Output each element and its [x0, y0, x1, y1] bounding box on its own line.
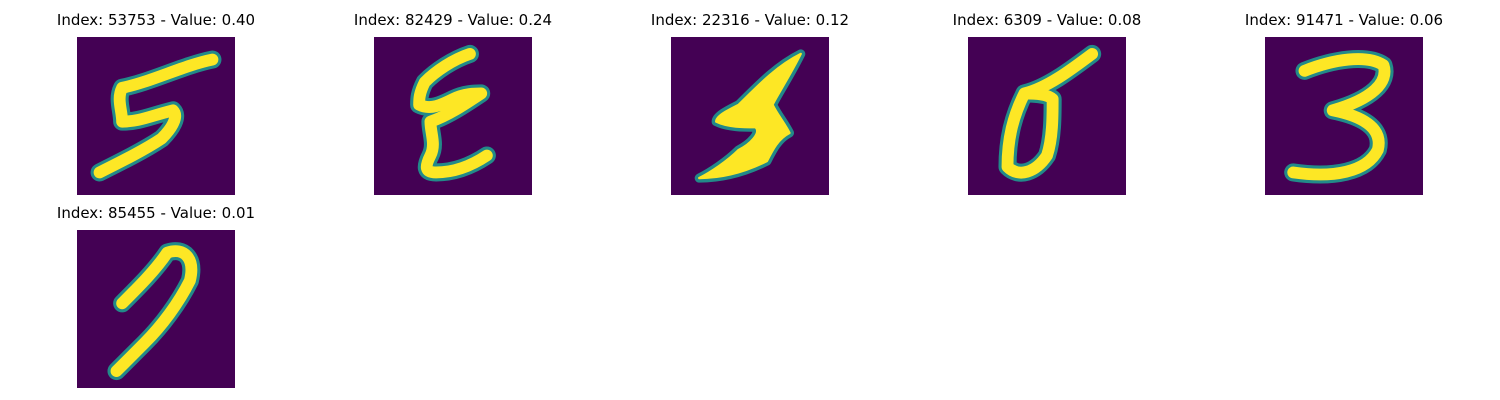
cell-title: Index: 82429 - Value: 0.24 [353, 11, 553, 29]
digit-image [968, 37, 1126, 195]
digit-cell: Index: 6309 - Value: 0.08 [917, 9, 1177, 195]
digit-cell: Index: 22316 - Value: 0.12 [620, 9, 880, 195]
digit-image [1265, 37, 1423, 195]
digit-cell: Index: 53753 - Value: 0.40 [26, 9, 286, 195]
digit-cell: Index: 82429 - Value: 0.24 [323, 9, 583, 195]
digit-image [77, 230, 235, 388]
cell-title: Index: 6309 - Value: 0.08 [952, 11, 1142, 29]
digit-cell: Index: 85455 - Value: 0.01 [26, 202, 286, 388]
cell-title: Index: 85455 - Value: 0.01 [56, 204, 256, 222]
digit-cell: Index: 91471 - Value: 0.06 [1214, 9, 1474, 195]
digit-image [77, 37, 235, 195]
cell-title: Index: 91471 - Value: 0.06 [1244, 11, 1444, 29]
digit-image [671, 37, 829, 195]
digit-image [374, 37, 532, 195]
cell-title: Index: 53753 - Value: 0.40 [56, 11, 256, 29]
cell-title: Index: 22316 - Value: 0.12 [650, 11, 850, 29]
